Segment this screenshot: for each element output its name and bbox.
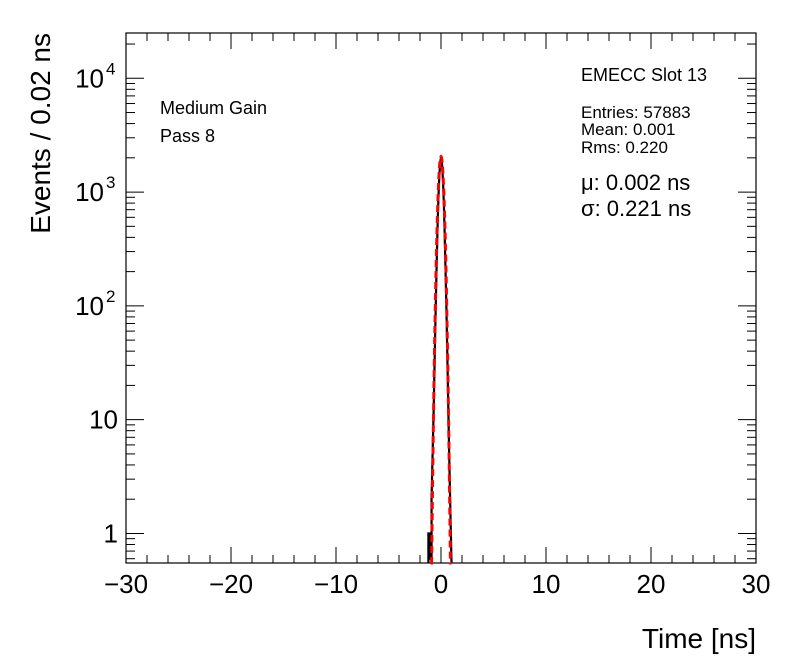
x-axis-title: Time [ns] [642, 623, 756, 654]
y-tick-label: 10 [75, 291, 104, 321]
x-tick-label: −20 [209, 569, 253, 599]
x-tick-label: 0 [434, 569, 448, 599]
x-tick-label: 10 [532, 569, 561, 599]
x-tick-label: −10 [314, 569, 358, 599]
x-tick-labels: −30 −20 −10 0 10 20 30 [104, 569, 771, 599]
y-axis-title: Events / 0.02 ns [25, 33, 56, 234]
fit-sigma: σ: 0.221 ns [581, 196, 691, 221]
x-tick-label: −30 [104, 569, 148, 599]
y-tick-label: 1 [104, 518, 118, 548]
annotation-pass: Pass 8 [160, 126, 215, 146]
stats-entries: Entries: 57883 [581, 103, 691, 122]
stats-rms: Rms: 0.220 [581, 138, 668, 157]
axis-ticks [125, 33, 757, 563]
fit-mu: μ: 0.002 ns [581, 170, 690, 195]
y-tick-exponent: 3 [106, 173, 115, 192]
slot-title: EMECC Slot 13 [581, 65, 707, 85]
stats-mean: Mean: 0.001 [581, 120, 676, 139]
series-group [427, 154, 453, 565]
y-tick-exponent: 4 [106, 59, 115, 78]
y-tick-label: 10 [89, 405, 118, 435]
y-tick-label: 10 [75, 177, 104, 207]
x-tick-label: 20 [637, 569, 666, 599]
y-tick-label: 10 [75, 63, 104, 93]
annotation-medium-gain: Medium Gain [160, 98, 267, 118]
gaussian-fit-line [430, 154, 452, 565]
y-tick-exponent: 2 [106, 287, 115, 306]
x-tick-label: 30 [742, 569, 771, 599]
